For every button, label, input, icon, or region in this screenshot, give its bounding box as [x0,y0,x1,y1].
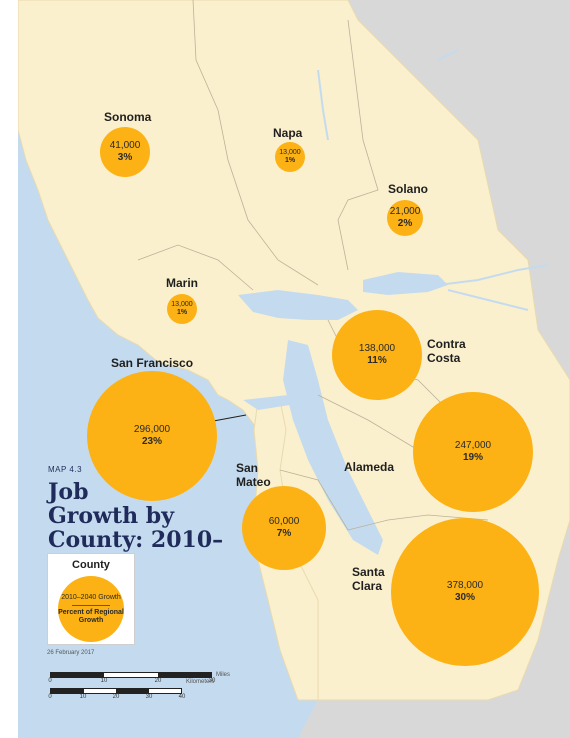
legend-bubble: 2010–2040 Growth Percent of Regional Gro… [58,576,124,642]
bubble-share: 7% [277,528,291,540]
county-label-solano: Solano [388,182,428,196]
bubble-napa[interactable]: 13,000 1% [275,142,305,172]
legend-percent-label: Percent of Regional Growth [58,609,124,625]
scale-tick: 0 [48,694,51,700]
legend-growth-label: 2010–2040 Growth [61,594,121,602]
scale-tick: 20 [155,678,162,684]
bubble-share: 30% [455,592,475,604]
bubble-share: 2% [398,218,412,230]
bubble-san-mateo[interactable]: 60,000 7% [242,486,326,570]
county-label-napa: Napa [273,126,302,140]
bubble-share: 11% [367,355,386,367]
county-label-marin: Marin [166,276,198,290]
bubble-share: 19% [463,452,483,464]
scale-miles-unit: Miles [216,672,230,678]
bubble-contra-costa[interactable]: 138,000 11% [332,310,422,400]
bubble-jobs: 13,000 [279,149,300,157]
bubble-jobs: 138,000 [359,343,395,355]
county-label-san-francisco: San Francisco [111,356,193,370]
scale-km-ticks: 0 10 20 30 40 [50,694,182,704]
bubble-solano[interactable]: 21,000 2% [387,200,423,236]
bubble-jobs: 21,000 [390,206,421,218]
legend-title: County [48,559,134,571]
bubble-share: 1% [285,157,295,165]
scale-km-unit: Kilometers [186,679,214,685]
scale-bar-km: 0 10 20 30 40 Kilometers [50,688,182,704]
map-date: 26 February 2017 [47,650,94,656]
bubble-marin[interactable]: 13,000 1% [167,294,197,324]
map-number: MAP 4.3 [48,465,248,474]
bubble-alameda[interactable]: 247,000 19% [413,392,533,512]
scale-tick: 10 [101,678,108,684]
scale-tick: 20 [113,694,120,700]
scale-tick: 30 [146,694,153,700]
bubble-share: 3% [118,152,132,164]
scale-tick: 10 [80,694,87,700]
bubble-jobs: 13,000 [171,301,192,309]
county-label-sonoma: Sonoma [104,110,151,124]
legend-divider [72,605,110,606]
county-label-contra-costa: Contra Costa [427,337,466,365]
bubble-jobs: 41,000 [110,140,141,152]
bubble-jobs: 247,000 [455,440,491,452]
bubble-jobs: 60,000 [269,516,300,528]
scale-tick: 0 [48,678,51,684]
bubble-share: 1% [177,309,187,317]
bubble-santa-clara[interactable]: 378,000 30% [391,518,539,666]
legend: County 2010–2040 Growth Percent of Regio… [47,553,135,645]
outside-land-south [298,700,488,738]
bubble-share: 23% [142,436,162,448]
bubble-jobs: 296,000 [134,424,170,436]
map-title-line: Growth by [48,504,248,528]
scale-tick: 40 [179,694,186,700]
map-title-line: Job [48,480,248,504]
county-label-santa-clara: Santa Clara [352,565,385,593]
bubble-jobs: 378,000 [447,580,483,592]
county-label-alameda: Alameda [344,460,394,474]
bubble-sonoma[interactable]: 41,000 3% [100,127,150,177]
